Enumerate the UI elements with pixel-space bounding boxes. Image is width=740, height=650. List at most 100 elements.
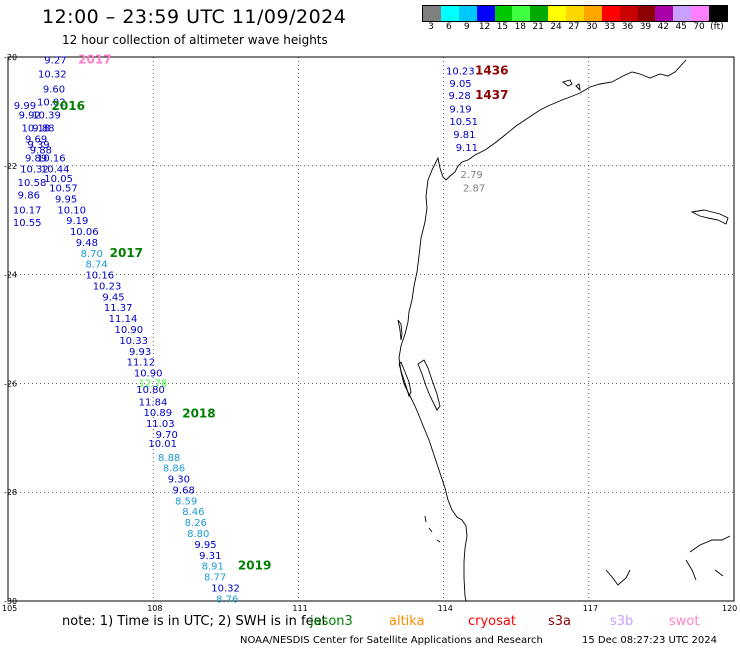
latitude-label: -30 <box>4 597 17 606</box>
south-coast-segment <box>605 535 731 586</box>
wave-height-value: 10.80 <box>136 385 165 396</box>
legend-swatch <box>423 6 441 21</box>
longitude-label: 105 <box>2 604 17 613</box>
legend-label: 3 <box>428 22 434 32</box>
satellite-label-s3a: s3a <box>548 614 572 629</box>
wave-height-value: 2.87 <box>463 184 485 195</box>
wave-height-value: 10.16 <box>85 271 114 282</box>
legend-swatch <box>512 6 531 21</box>
wave-height-value: 10.16 <box>37 154 66 165</box>
legend-swatch <box>601 6 620 21</box>
latitude-label: -22 <box>4 162 17 171</box>
wave-height-value: 11.03 <box>146 419 175 430</box>
longitude-label: 117 <box>583 604 598 613</box>
wave-height-value: 9.48 <box>76 238 98 249</box>
wave-height-value: 9.93 <box>129 347 151 358</box>
legend-swatch <box>709 6 727 21</box>
wave-height-value: 9.30 <box>168 475 190 486</box>
latitude-label: -26 <box>4 379 17 388</box>
wave-height-value: 9.86 <box>18 191 40 202</box>
legend-label: 33 <box>603 22 616 32</box>
wave-height-value: 10.32 <box>20 165 49 176</box>
legend-swatch <box>548 6 566 21</box>
legend-swatch <box>566 6 584 21</box>
wave-height-value: 8.76 <box>216 594 238 605</box>
wave-height-value: 9.19 <box>449 105 471 116</box>
wave-height-value: 9.89 <box>25 154 47 165</box>
wave-height-scale-labels: 3 6 9 12 15 18 21 24 27 30 33 36 39 42 45 70 (ft) <box>422 22 726 32</box>
satellite-label-altika: altika <box>389 614 425 629</box>
latitude-label: -20 <box>4 53 17 62</box>
wave-height-value: 8.70 <box>81 249 103 260</box>
rottnest-area <box>690 209 729 225</box>
legend-label: 27 <box>568 22 580 32</box>
legend-swatch <box>440 6 459 21</box>
legend-swatch <box>655 6 674 21</box>
legend-swatch <box>619 6 638 21</box>
map-subtitle: 12 hour collection of altimeter wave hei… <box>62 33 328 47</box>
pass-time-label: 1436 <box>475 64 508 78</box>
legend-label: 39 <box>639 22 652 32</box>
credit-line: NOAA/NESDIS Center for Satellite Applica… <box>240 635 543 646</box>
latitude-label: -24 <box>4 271 17 280</box>
wave-height-value: 11.14 <box>109 314 138 325</box>
legend-swatch <box>458 6 477 21</box>
legend-swatch <box>476 6 495 21</box>
legend-label: 9 <box>463 22 470 32</box>
legend-label: 45 <box>675 22 687 32</box>
wave-height-value: 10.55 <box>13 218 42 229</box>
wave-height-value: 8.77 <box>204 573 226 584</box>
legend-label: 36 <box>621 22 634 32</box>
generated-timestamp: 15 Dec 08:27:23 UTC 2024 <box>582 635 717 646</box>
wave-height-value: 11.37 <box>104 303 133 314</box>
legend-label: 12 <box>478 22 491 32</box>
wave-height-value: 9.95 <box>194 540 216 551</box>
wave-height-value: 10.51 <box>449 117 478 128</box>
wave-height-value: 8.88 <box>158 453 180 464</box>
wave-height-value: 11.12 <box>127 358 156 369</box>
pass-time-label: 2017 <box>110 246 143 260</box>
legend-swatch <box>691 6 709 21</box>
longitude-label: 120 <box>722 604 737 613</box>
wave-height-value: 10.10 <box>57 205 86 216</box>
legend-swatch <box>637 6 656 21</box>
wave-height-value: 10.05 <box>44 174 73 185</box>
wave-height-value: 10.33 <box>119 336 148 347</box>
satellite-label-s3b: s3b <box>610 614 634 629</box>
wave-height-value: 10.06 <box>70 227 99 238</box>
wave-height-value: 9.27 <box>44 56 66 67</box>
west-australia-coastline <box>398 59 687 602</box>
map-frame <box>7 56 735 602</box>
wave-height-value: 8.86 <box>163 464 185 475</box>
satellite-label-cryosat: cryosat <box>468 614 516 629</box>
altimeter-track-west: 9.2710.329.6010.029.999.9210.3910.189.88… <box>13 53 271 606</box>
legend-swatch <box>494 6 513 21</box>
legend-label: 24 <box>550 22 562 32</box>
wave-height-value: 9.81 <box>453 130 475 141</box>
wave-height-value: 10.32 <box>38 69 67 80</box>
dirk-hartog-island <box>398 361 412 398</box>
longitude-label: 111 <box>292 604 307 613</box>
wave-height-value: 9.45 <box>102 292 124 303</box>
wave-height-value: 10.23 <box>446 67 475 78</box>
wave-height-value: 9.99 <box>14 101 36 112</box>
pass-time-label: 1437 <box>475 88 508 102</box>
wave-height-value: 10.90 <box>134 369 163 380</box>
bernier-island <box>397 319 403 341</box>
legend-label: 70 <box>693 22 705 32</box>
wave-height-value: 10.89 <box>144 408 173 419</box>
wave-height-value: 10.57 <box>49 184 78 195</box>
wave-height-value: 11.84 <box>139 397 168 408</box>
legend-label: 30 <box>586 22 598 32</box>
wave-height-value: 10.32 <box>211 583 240 594</box>
wave-height-value: 9.31 <box>199 551 221 562</box>
wave-height-value: 10.44 <box>41 165 70 176</box>
wave-height-value: 9.28 <box>448 91 470 102</box>
wave-height-value: 9.95 <box>55 194 77 205</box>
shark-bay-peninsula <box>417 359 441 411</box>
wave-height-value: 9.05 <box>449 79 471 90</box>
wave-height-value: 10.58 <box>18 178 47 189</box>
wave-height-value: 12.78 <box>139 378 168 389</box>
